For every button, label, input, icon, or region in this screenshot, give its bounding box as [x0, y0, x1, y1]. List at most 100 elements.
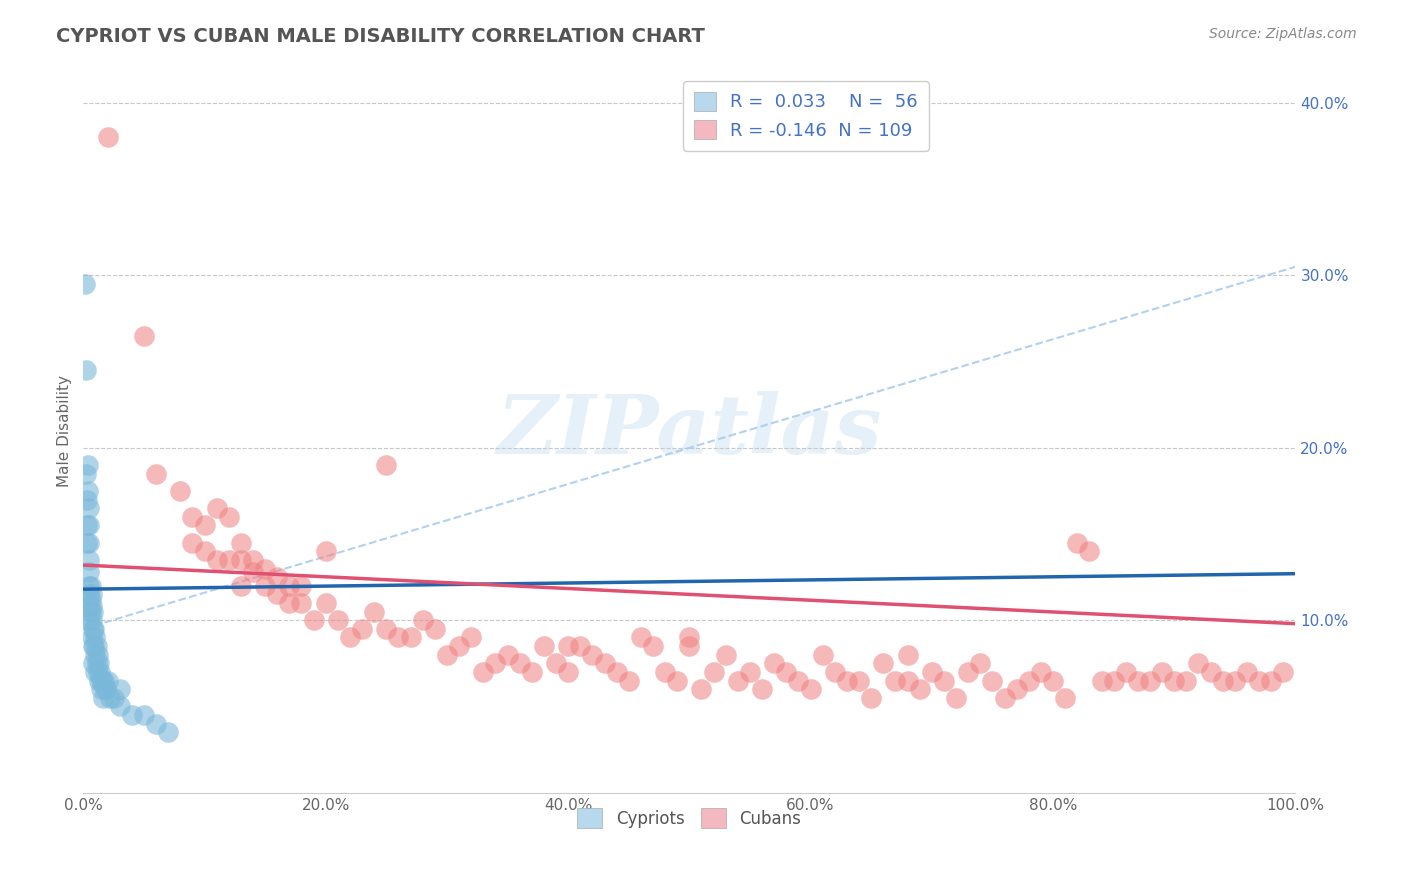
- Point: [993, 690, 1015, 705]
- Point: [751, 682, 773, 697]
- Point: [352, 622, 374, 636]
- Point: [1126, 673, 1149, 688]
- Point: [82, 605, 104, 619]
- Point: [157, 725, 180, 739]
- Point: [460, 631, 482, 645]
- Point: [87, 657, 110, 671]
- Legend: Cypriots, Cubans: Cypriots, Cubans: [571, 801, 808, 835]
- Point: [103, 690, 125, 705]
- Point: [205, 553, 228, 567]
- Point: [96, 673, 118, 688]
- Point: [229, 535, 252, 549]
- Point: [121, 708, 143, 723]
- Point: [229, 579, 252, 593]
- Point: [75, 467, 97, 481]
- Point: [145, 467, 167, 481]
- Point: [896, 648, 918, 662]
- Point: [569, 639, 592, 653]
- Point: [436, 648, 458, 662]
- Point: [1102, 673, 1125, 688]
- Point: [1042, 673, 1064, 688]
- Point: [617, 673, 640, 688]
- Point: [315, 596, 337, 610]
- Point: [77, 458, 100, 472]
- Point: [884, 673, 907, 688]
- Point: [1078, 544, 1101, 558]
- Point: [1212, 673, 1234, 688]
- Point: [84, 648, 107, 662]
- Point: [375, 622, 398, 636]
- Point: [76, 492, 98, 507]
- Point: [678, 631, 700, 645]
- Point: [969, 657, 991, 671]
- Point: [533, 639, 555, 653]
- Point: [981, 673, 1004, 688]
- Point: [1260, 673, 1282, 688]
- Point: [278, 596, 301, 610]
- Point: [496, 648, 519, 662]
- Point: [290, 596, 312, 610]
- Point: [1175, 673, 1198, 688]
- Point: [205, 501, 228, 516]
- Point: [73, 277, 96, 291]
- Point: [83, 622, 105, 636]
- Point: [557, 639, 579, 653]
- Point: [79, 518, 101, 533]
- Point: [339, 631, 361, 645]
- Point: [763, 657, 786, 671]
- Point: [82, 657, 104, 671]
- Point: [1163, 673, 1185, 688]
- Point: [75, 363, 97, 377]
- Point: [714, 648, 737, 662]
- Point: [91, 690, 114, 705]
- Point: [326, 613, 349, 627]
- Point: [87, 665, 110, 679]
- Point: [375, 458, 398, 472]
- Point: [79, 599, 101, 614]
- Point: [79, 613, 101, 627]
- Point: [1066, 535, 1088, 549]
- Point: [96, 682, 118, 697]
- Point: [89, 665, 111, 679]
- Point: [1199, 665, 1222, 679]
- Point: [399, 631, 422, 645]
- Point: [896, 673, 918, 688]
- Point: [1249, 673, 1271, 688]
- Point: [811, 648, 834, 662]
- Point: [91, 673, 114, 688]
- Point: [242, 553, 264, 567]
- Point: [218, 553, 240, 567]
- Y-axis label: Male Disability: Male Disability: [58, 375, 72, 487]
- Point: [79, 501, 101, 516]
- Point: [412, 613, 434, 627]
- Point: [181, 509, 204, 524]
- Point: [278, 579, 301, 593]
- Point: [509, 657, 531, 671]
- Point: [80, 631, 103, 645]
- Point: [87, 673, 110, 688]
- Point: [800, 682, 823, 697]
- Point: [84, 631, 107, 645]
- Point: [193, 518, 215, 533]
- Point: [727, 673, 749, 688]
- Point: [1005, 682, 1028, 697]
- Point: [387, 631, 409, 645]
- Point: [79, 605, 101, 619]
- Point: [132, 708, 155, 723]
- Point: [79, 592, 101, 607]
- Point: [80, 599, 103, 614]
- Point: [108, 682, 131, 697]
- Point: [80, 613, 103, 627]
- Point: [169, 483, 191, 498]
- Point: [242, 565, 264, 579]
- Text: ZIPatlas: ZIPatlas: [496, 391, 882, 471]
- Point: [266, 587, 288, 601]
- Point: [641, 639, 664, 653]
- Text: CYPRIOT VS CUBAN MALE DISABILITY CORRELATION CHART: CYPRIOT VS CUBAN MALE DISABILITY CORRELA…: [56, 27, 706, 45]
- Point: [1054, 690, 1077, 705]
- Point: [1187, 657, 1209, 671]
- Point: [932, 673, 955, 688]
- Point: [1115, 665, 1137, 679]
- Point: [86, 639, 108, 653]
- Point: [1139, 673, 1161, 688]
